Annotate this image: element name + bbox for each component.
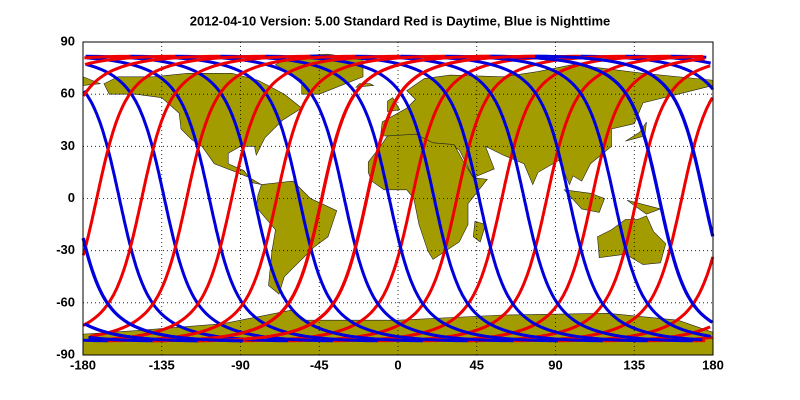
- land-mass: [472, 220, 486, 243]
- ground-track: [152, 54, 491, 343]
- ground-track: [355, 54, 693, 343]
- x-tick-label: -180: [70, 357, 96, 372]
- x-tick-label: -90: [231, 357, 250, 372]
- y-tick-label: -90: [56, 346, 75, 361]
- y-tick-label: 30: [61, 138, 75, 153]
- ground-track: [333, 54, 671, 343]
- ground-track: [243, 54, 581, 343]
- x-tick-label: -45: [310, 357, 329, 372]
- ground-track: [82, 54, 714, 343]
- x-tick-label: 90: [548, 357, 562, 372]
- ground-track: [220, 54, 559, 343]
- ground-track: [84, 54, 705, 343]
- land: [82, 53, 714, 356]
- y-tick-label: 0: [68, 190, 75, 205]
- ground-track: [130, 54, 469, 343]
- ground-track: [310, 54, 649, 343]
- ground-track: [265, 54, 604, 343]
- land-mass: [563, 189, 605, 213]
- ground-track: [377, 54, 704, 343]
- land-mass: [597, 215, 667, 265]
- y-tick-label: 90: [61, 33, 75, 48]
- ground-track: [81, 54, 715, 343]
- plot-frame: [82, 41, 714, 356]
- y-tick-label: -60: [56, 294, 75, 309]
- land-mass: [625, 121, 647, 142]
- ground-track: [88, 54, 711, 343]
- y-tick-label: -30: [56, 242, 75, 257]
- x-tick-label: 180: [702, 357, 724, 372]
- ground-track: [85, 54, 424, 343]
- x-tick-label: 135: [623, 357, 645, 372]
- ground-track: [83, 54, 703, 343]
- y-tick-label: 60: [61, 86, 75, 101]
- ground-track: [107, 54, 446, 343]
- ground-tracks: [81, 54, 715, 343]
- land-mass: [82, 309, 714, 356]
- tick-labels: -180 -135 -90 -45 0 45 90 135 180 -90 -60 -30 0 30 60 9…: [56, 33, 724, 372]
- x-tick-label: 45: [470, 357, 484, 372]
- ground-track: [83, 54, 713, 343]
- x-tick-label: 0: [394, 357, 401, 372]
- chart-title: 2012-04-10 Version: 5.00 Standard Red is…: [190, 13, 611, 28]
- ground-track: [288, 54, 626, 343]
- x-tick-label: -135: [149, 357, 175, 372]
- ground-track: [197, 54, 536, 343]
- land-mass: [367, 133, 488, 260]
- ground-track: [175, 54, 514, 343]
